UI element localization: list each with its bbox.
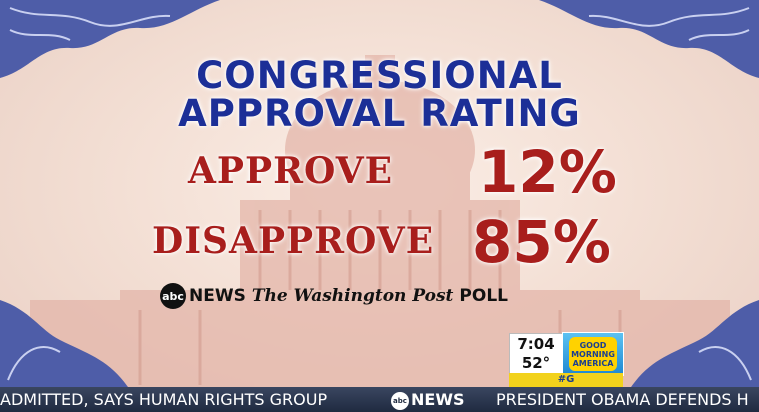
ornament-top-left <box>0 0 220 78</box>
disapprove-value: 85% <box>472 208 611 276</box>
abc-logo-icon: abc <box>160 283 186 309</box>
news-ticker: ADMITTED, SAYS HUMAN RIGHTS GROUP abc NEW… <box>0 387 759 412</box>
ticker-news-text: NEWS <box>411 390 465 409</box>
disapprove-label: DISAPPROVE <box>152 220 435 262</box>
gma-word-morning: MORNING <box>571 349 615 359</box>
ticker-abc-icon: abc <box>391 391 409 410</box>
ticker-abc-news-logo: abc NEWS <box>391 387 465 412</box>
title-line-1: CONGRESSIONAL <box>196 54 563 97</box>
source-news: NEWS <box>189 286 246 306</box>
hashtag-bar: #G <box>509 373 623 387</box>
gma-word-good: GOOD <box>579 340 607 350</box>
ornament-bottom-left <box>0 300 130 390</box>
source-washington-post: The Washington Post <box>251 286 454 306</box>
approve-value: 12% <box>478 138 617 206</box>
gma-logo-sun-icon: GOOD MORNING AMERICA <box>569 337 617 371</box>
ticker-headline-right: PRESIDENT OBAMA DEFENDS H <box>496 390 749 409</box>
title-line-2: APPROVAL RATING <box>178 92 581 135</box>
source-poll: POLL <box>459 286 508 306</box>
ornament-bottom-right <box>629 300 759 390</box>
time-temperature-box: 7:04 52° <box>509 333 563 375</box>
ornament-top-right <box>539 0 759 78</box>
ticker-headline-left: ADMITTED, SAYS HUMAN RIGHTS GROUP <box>0 390 328 409</box>
poll-source: abc NEWS The Washington Post POLL <box>160 282 508 310</box>
clock-time: 7:04 <box>517 335 555 353</box>
gma-word-america: AMERICA <box>572 358 614 368</box>
clock-temperature: 52° <box>521 354 551 372</box>
approve-label: APPROVE <box>188 150 394 192</box>
gma-logo: GOOD MORNING AMERICA <box>562 332 624 376</box>
